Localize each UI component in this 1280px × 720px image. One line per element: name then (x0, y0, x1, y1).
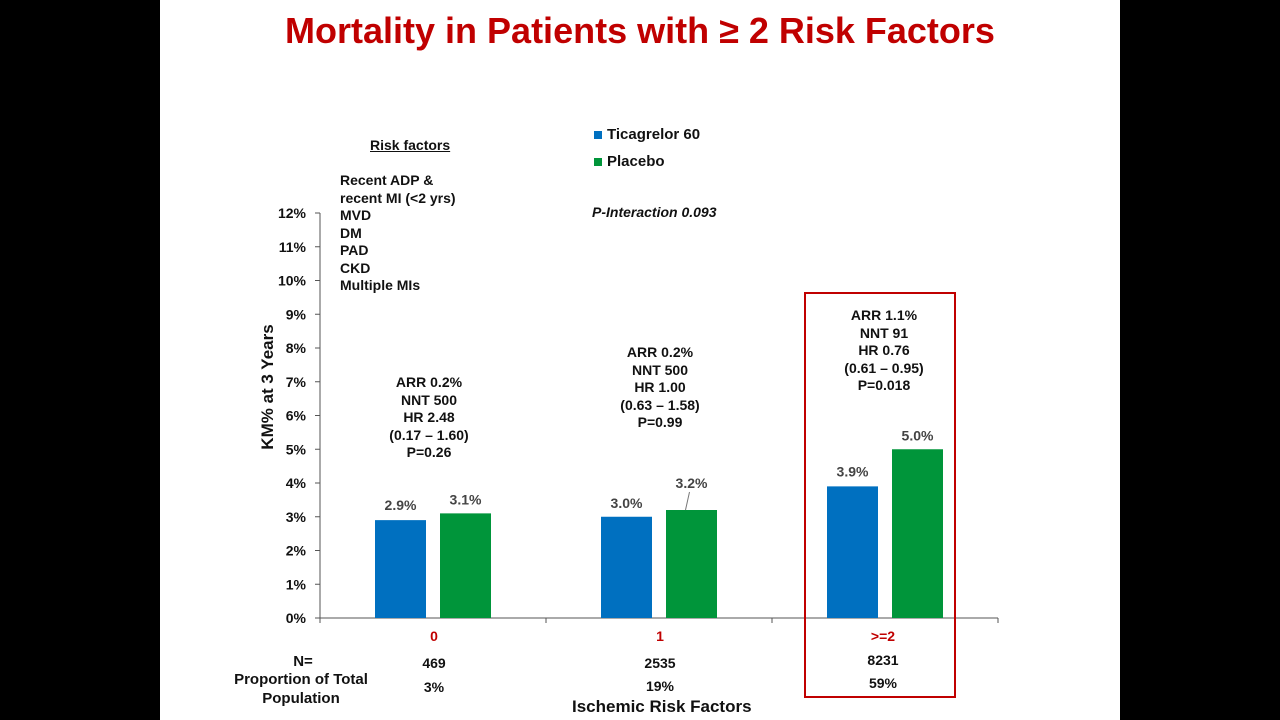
stats-line: NNT 500 (631, 361, 689, 378)
risk-factor-item: Recent ADP & (340, 172, 434, 188)
bar-ticagrelor (601, 516, 652, 618)
slide-title: Mortality in Patients with ≥ 2 Risk Fact… (285, 10, 995, 51)
stats-line: ARR 0.2% (626, 344, 694, 360)
legend-swatch-ticagrelor (594, 130, 602, 139)
slide: Mortality in Patients with ≥ 2 Risk Fact… (160, 0, 1120, 720)
y-tick-label: 1% (286, 576, 307, 592)
y-tick-label: 0% (286, 610, 307, 626)
n-value: 8231 (867, 652, 899, 668)
y-tick-label: 4% (286, 475, 307, 491)
category-label: 1 (656, 628, 664, 644)
bar-placebo (440, 513, 491, 618)
bar-placebo (666, 510, 717, 618)
risk-factor-item: PAD (340, 242, 369, 258)
data-label: 5.0% (902, 427, 934, 443)
data-label: 3.2% (676, 475, 708, 491)
bar-ticagrelor (375, 520, 426, 618)
stats-line: HR 1.00 (634, 379, 686, 395)
y-tick-label: 12% (278, 205, 307, 221)
stats-line: HR 0.76 (858, 342, 910, 358)
data-label: 3.9% (837, 463, 869, 479)
y-tick-label: 6% (286, 408, 307, 424)
y-tick-label: 3% (286, 509, 307, 525)
legend-swatch-placebo (594, 157, 602, 166)
y-tick-label: 2% (286, 543, 307, 559)
y-tick-label: 5% (286, 441, 307, 457)
y-tick-label: 8% (286, 340, 307, 356)
legend-label-placebo: Placebo (607, 153, 665, 170)
stats-line: P=0.018 (857, 377, 911, 393)
proportion-row-label: Proportion of Total Population (234, 671, 368, 707)
category-label: >=2 (870, 628, 896, 644)
proportion-value: 19% (645, 678, 675, 694)
data-label: 2.9% (385, 497, 417, 513)
legend-label-ticagrelor: Ticagrelor 60 (607, 126, 701, 143)
data-label-leader (685, 491, 690, 511)
bar-placebo (892, 449, 943, 618)
chart-legend: Ticagrelor 60 Placebo (594, 121, 700, 175)
x-axis-title: Ischemic Risk Factors (572, 697, 752, 716)
n-value: 469 (422, 655, 446, 671)
legend-item-ticagrelor: Ticagrelor 60 (594, 121, 700, 148)
legend-item-placebo: Placebo (594, 148, 700, 175)
n-value: 2535 (644, 655, 676, 671)
y-tick-label: 11% (279, 239, 307, 255)
risk-factors-list: Recent ADP & recent MI (<2 yrs) MVD DM P… (340, 172, 456, 295)
stats-line: HR 2.48 (403, 409, 455, 425)
proportion-value: 3% (423, 679, 445, 695)
risk-factors-heading: Risk factors (370, 137, 451, 153)
stats-group-1: ARR 0.2% NNT 500 HR 1.00 (0.63 – 1.58) P… (620, 344, 699, 432)
n-row-label: N= (293, 653, 313, 670)
stats-line: ARR 1.1% (850, 307, 918, 323)
data-label: 3.0% (611, 495, 643, 511)
bar-ticagrelor (827, 486, 878, 618)
y-tick-label: 10% (278, 273, 307, 289)
stats-line: P=0.99 (637, 414, 683, 430)
risk-factor-item: DM (340, 224, 362, 241)
p-interaction-label: P-Interaction 0.093 (592, 204, 717, 220)
stats-group-2: ARR 1.1% NNT 91 HR 0.76 (0.61 – 0.95) P=… (844, 307, 923, 395)
stats-line: (0.63 – 1.58) (620, 396, 700, 413)
stats-line: ARR 0.2% (395, 374, 463, 390)
risk-factor-item: CKD (340, 259, 371, 276)
highlight-box (804, 292, 956, 698)
stats-group-0: ARR 0.2% NNT 500 HR 2.48 (0.17 – 1.60) P… (389, 374, 468, 462)
stats-line: (0.61 – 0.95) (844, 359, 924, 376)
bar-chart: 0% 1% 2% 3% 4% 5% 6% 7% 8% 9% 10% 11% 12% 2.9% 3.1% 3.0… (278, 205, 999, 626)
stats-line: NNT 91 (859, 324, 909, 341)
proportion-value: 59% (868, 675, 898, 691)
y-tick-label: 9% (286, 306, 307, 322)
risk-factor-item: MVD (340, 207, 372, 223)
stats-line: NNT 500 (400, 391, 458, 408)
risk-factor-item: Multiple MIs (340, 277, 421, 293)
y-tick-label: 7% (286, 374, 307, 390)
risk-factor-item: recent MI (<2 yrs) (340, 189, 456, 206)
stats-line: P=0.26 (406, 444, 452, 460)
category-label: 0 (430, 628, 438, 644)
stats-line: (0.17 – 1.60) (389, 426, 469, 443)
data-label: 3.1% (450, 491, 482, 507)
